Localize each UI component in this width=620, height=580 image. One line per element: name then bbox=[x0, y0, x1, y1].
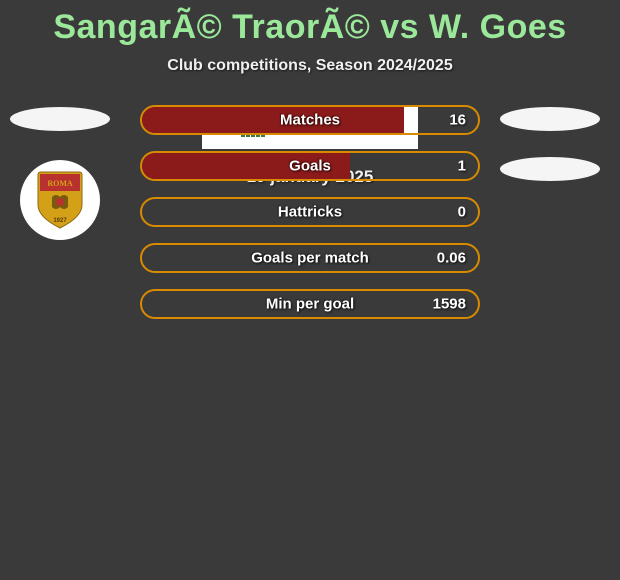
stat-label: Goals per match bbox=[251, 250, 369, 267]
subtitle: Club competitions, Season 2024/2025 bbox=[0, 57, 620, 75]
stat-bar-goals-per-match: Goals per match 0.06 bbox=[140, 243, 480, 273]
stat-value: 1598 bbox=[433, 296, 466, 313]
player-pill-left bbox=[10, 107, 110, 131]
player-pill-right-2 bbox=[500, 157, 600, 181]
stats-column: Matches 16 Goals 1 Hattricks 0 Goals per match… bbox=[140, 105, 480, 335]
club-badge: ROMA 1927 bbox=[20, 160, 100, 240]
stat-value: 0.06 bbox=[437, 250, 466, 267]
page-title: SangarÃ© TraorÃ© vs W. Goes bbox=[0, 0, 620, 47]
stat-value: 0 bbox=[458, 204, 466, 221]
stat-value: 1 bbox=[458, 158, 466, 175]
stat-bar-hattricks: Hattricks 0 bbox=[140, 197, 480, 227]
svg-text:ROMA: ROMA bbox=[47, 179, 73, 188]
badge-year: 1927 bbox=[53, 218, 67, 224]
stat-bar-goals: Goals 1 bbox=[140, 151, 480, 181]
stat-bar-matches: Matches 16 bbox=[140, 105, 480, 135]
stat-label: Matches bbox=[280, 112, 340, 129]
stat-bar-min-per-goal: Min per goal 1598 bbox=[140, 289, 480, 319]
player-pill-right-1 bbox=[500, 107, 600, 131]
stat-label: Hattricks bbox=[278, 204, 342, 221]
stat-value: 16 bbox=[449, 112, 466, 129]
roma-shield-icon: ROMA 1927 bbox=[36, 171, 84, 229]
stat-label: Min per goal bbox=[266, 296, 354, 313]
stat-label: Goals bbox=[289, 158, 331, 175]
stat-fill bbox=[142, 107, 404, 133]
